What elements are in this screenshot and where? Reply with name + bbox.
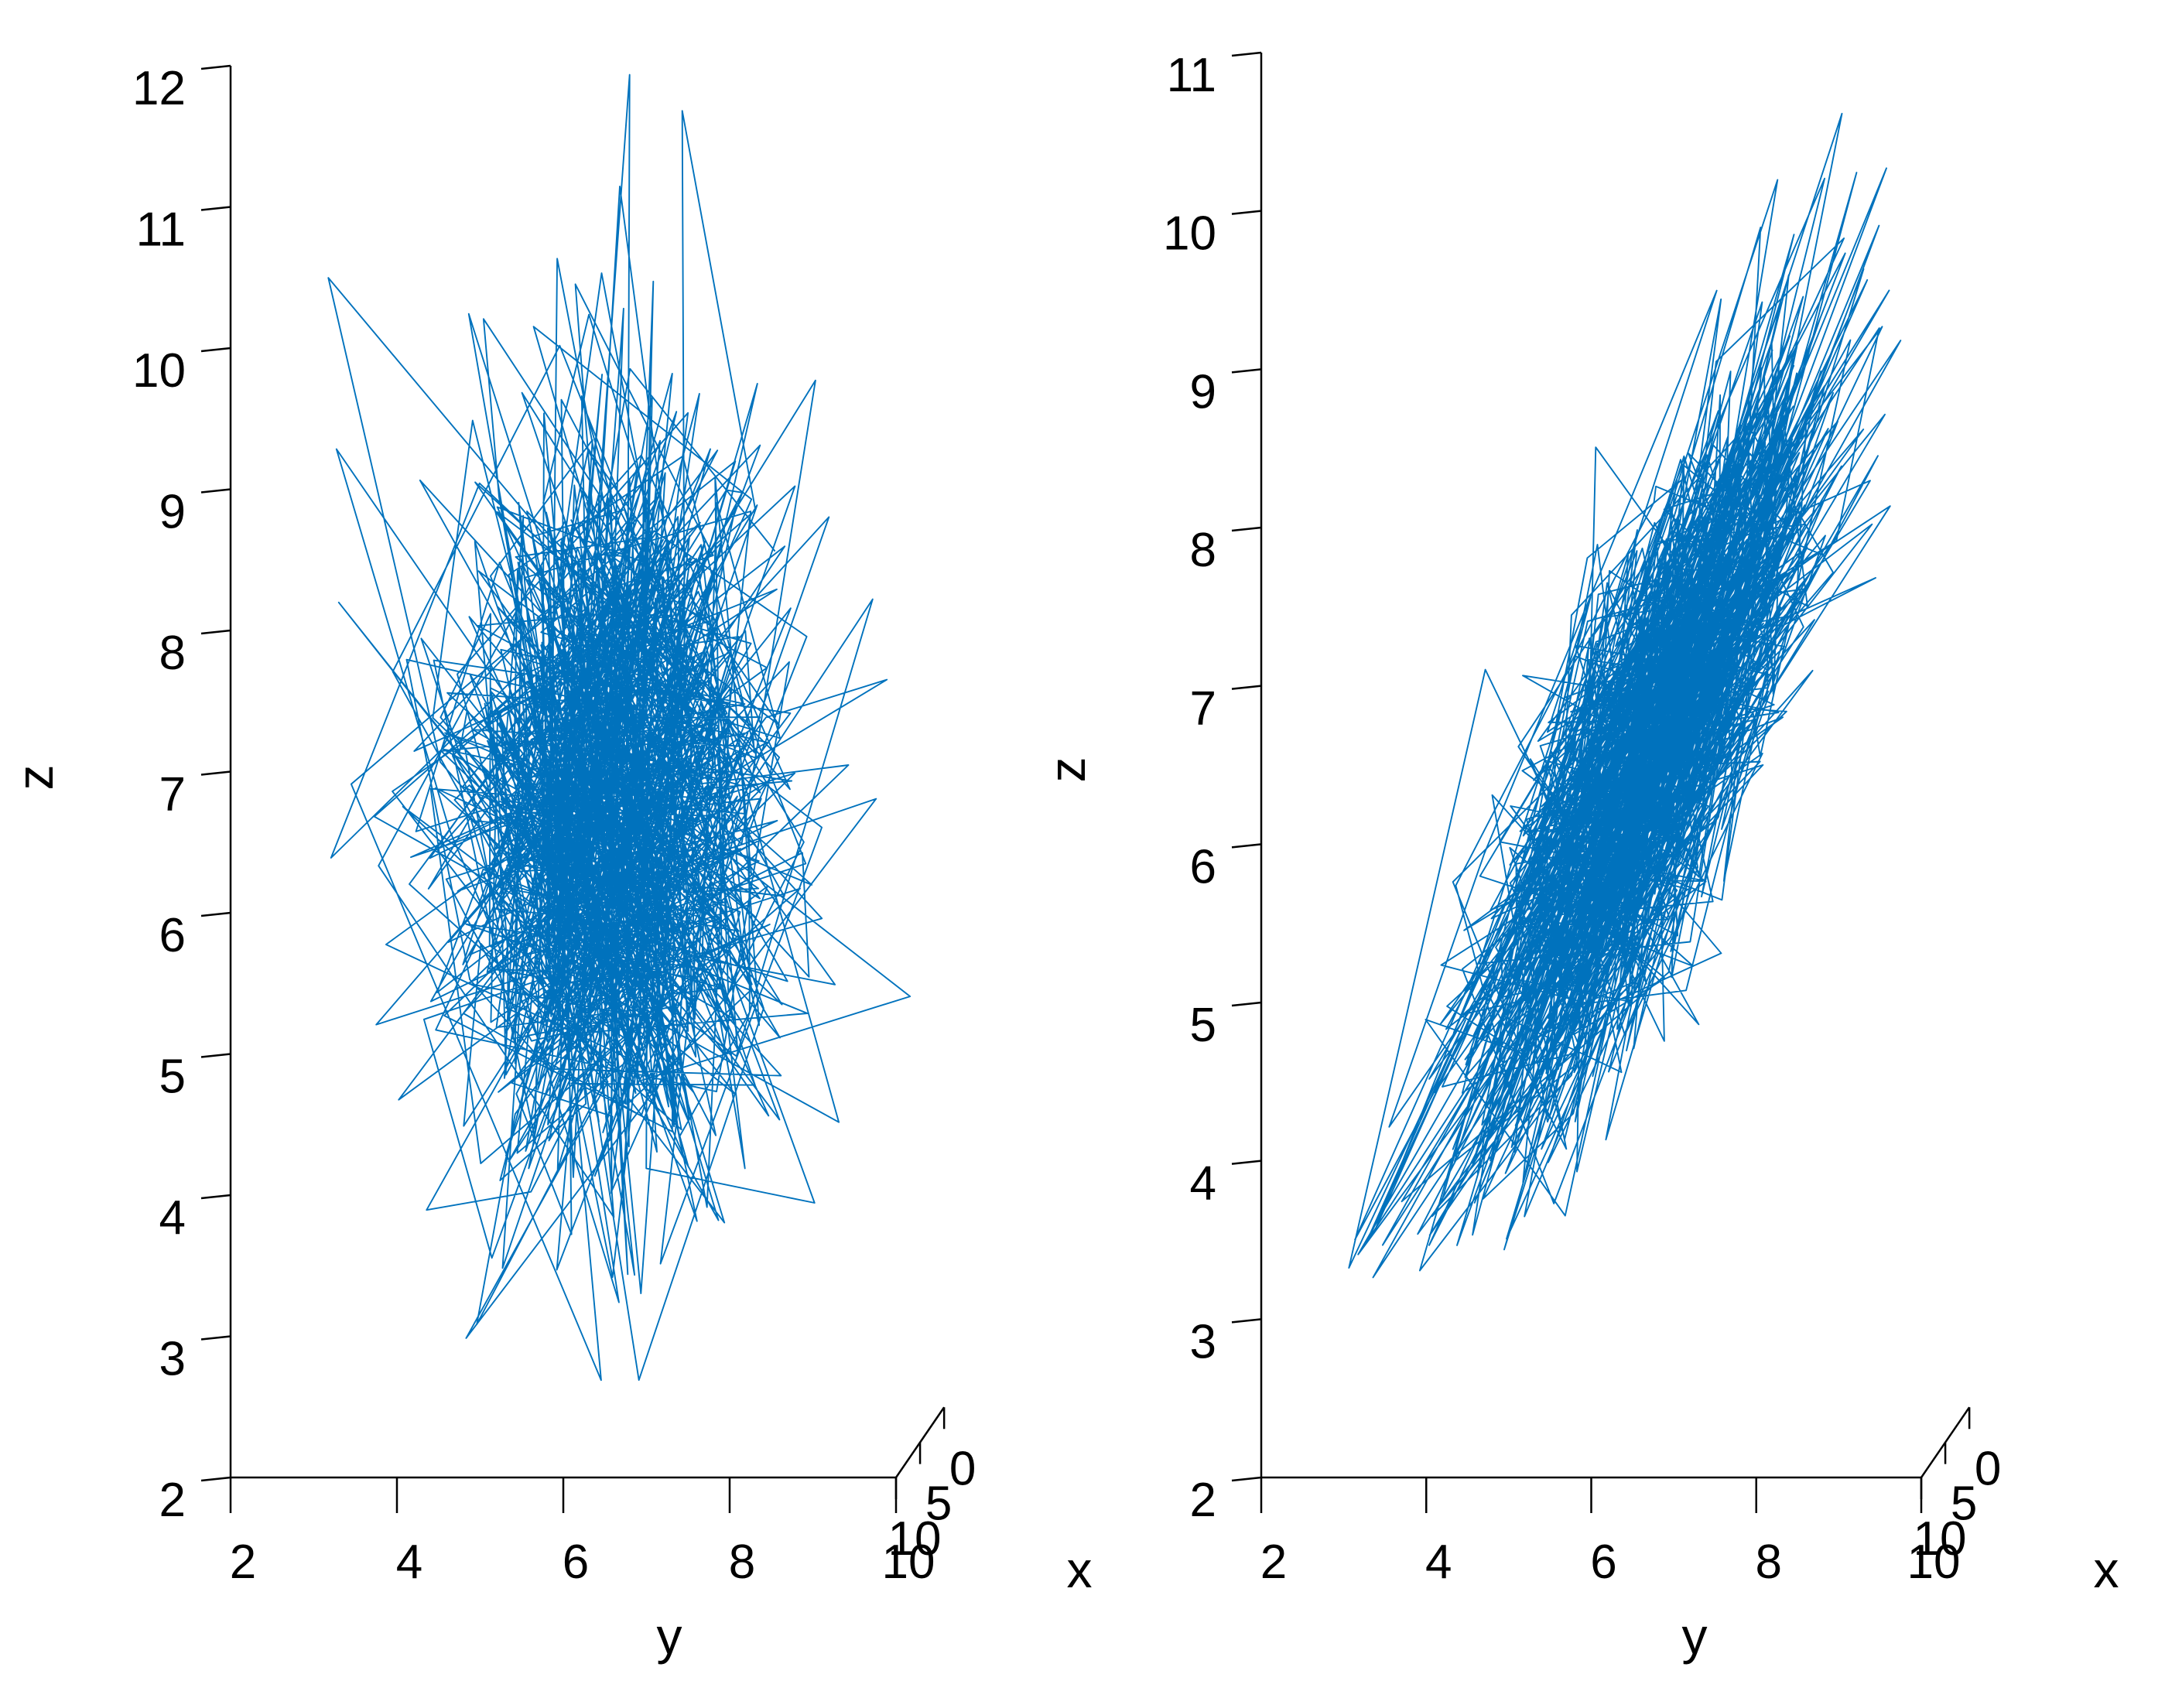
series-line-1 — [327, 73, 911, 1382]
z-tick-mark — [1231, 368, 1262, 374]
z-tick-mark — [200, 1335, 231, 1341]
z-tick-mark — [200, 1476, 231, 1482]
z-tick-label: 4 — [159, 1191, 186, 1245]
y-tick-label: 8 — [1756, 1535, 1782, 1589]
z-tick-label: 7 — [1190, 682, 1216, 736]
y-tick-label: 8 — [729, 1535, 755, 1589]
z-tick-mark — [200, 64, 231, 70]
z-axis-label: z — [1038, 757, 1096, 783]
z-tick-mark — [200, 770, 231, 776]
y-tick-label: 6 — [563, 1535, 589, 1589]
z-tick-label: 10 — [132, 344, 186, 398]
y-tick-label: 2 — [1260, 1535, 1287, 1589]
z-tick-mark — [1231, 1160, 1262, 1165]
z-tick-label: 4 — [1190, 1157, 1216, 1211]
z-tick-mark — [1231, 1318, 1262, 1324]
z-tick-label: 2 — [1190, 1474, 1216, 1527]
z-tick-label: 7 — [159, 768, 186, 822]
z-tick-mark — [200, 629, 231, 635]
z-tick-mark — [200, 1053, 231, 1058]
z-tick-mark — [1231, 843, 1262, 849]
series-line-1 — [1348, 112, 1902, 1279]
z-tick-label: 12 — [132, 62, 186, 115]
x-tick-label: 10 — [1914, 1512, 1967, 1566]
y-tick-label: 4 — [396, 1535, 422, 1589]
z-tick-label: 9 — [1190, 365, 1216, 418]
x-axis-label: x — [2094, 1541, 2119, 1598]
x-tick-label: 5 — [925, 1477, 952, 1531]
y-tick-label: 6 — [1590, 1535, 1616, 1589]
z-tick-label: 8 — [159, 627, 186, 680]
y-axis-label: y — [657, 1607, 682, 1665]
z-tick-mark — [200, 1194, 231, 1200]
z-tick-label: 2 — [159, 1474, 186, 1527]
z-tick-label: 3 — [159, 1333, 186, 1386]
left-series-layer — [327, 73, 911, 1382]
z-tick-mark — [200, 488, 231, 494]
z-tick-mark — [1231, 526, 1262, 532]
x-axis-label: x — [1067, 1541, 1093, 1598]
z-tick-label: 9 — [159, 486, 186, 539]
z-tick-label: 11 — [136, 203, 186, 257]
z-tick-label: 11 — [1167, 49, 1216, 102]
z-tick-label: 3 — [1190, 1315, 1216, 1368]
right-series-layer — [1348, 112, 1902, 1279]
z-tick-mark — [200, 206, 231, 211]
z-tick-mark — [200, 911, 231, 917]
z-axis-label: z — [6, 765, 63, 791]
x-tick-label: 0 — [949, 1442, 976, 1495]
y-tick-label: 10 — [1907, 1535, 1961, 1589]
z-tick-mark — [1231, 1476, 1262, 1482]
z-tick-label: 10 — [1163, 207, 1216, 261]
x-tick-label: 5 — [1951, 1477, 1977, 1531]
z-tick-mark — [1231, 685, 1262, 690]
y-tick-label: 4 — [1425, 1535, 1452, 1589]
z-tick-mark — [1231, 210, 1262, 215]
z-tick-label: 5 — [159, 1050, 186, 1104]
z-tick-label: 8 — [1190, 524, 1216, 577]
y-tick-label: 2 — [230, 1535, 256, 1589]
z-tick-mark — [1231, 1001, 1262, 1007]
z-tick-mark — [200, 347, 231, 353]
z-tick-label: 6 — [159, 909, 186, 962]
y-tick-label: 10 — [882, 1535, 935, 1589]
x-tick-label: 10 — [888, 1512, 942, 1566]
z-tick-label: 6 — [1190, 840, 1216, 893]
x-tick-label: 0 — [1975, 1442, 2001, 1495]
z-tick-mark — [1231, 51, 1262, 57]
y-axis-label: y — [1682, 1607, 1708, 1665]
z-tick-label: 5 — [1190, 999, 1216, 1052]
